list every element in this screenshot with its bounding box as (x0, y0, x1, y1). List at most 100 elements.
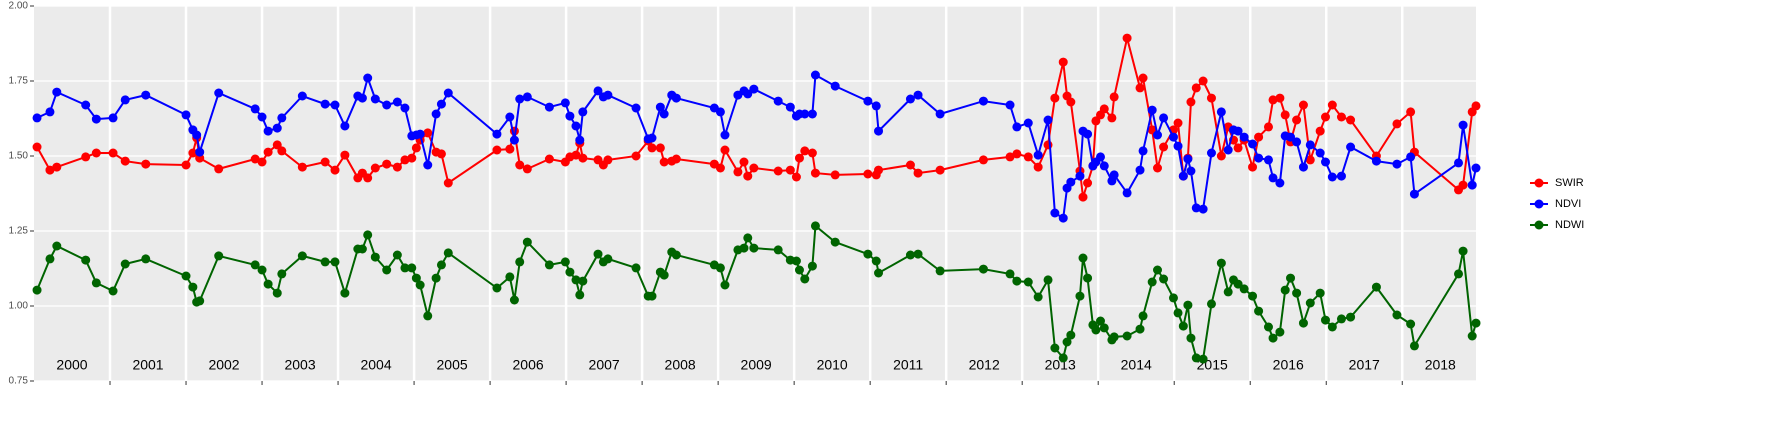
year-label: 2012 (969, 357, 1000, 373)
data-point (297, 251, 307, 261)
data-point (1173, 308, 1183, 318)
data-point (1043, 115, 1053, 125)
data-point (655, 143, 665, 153)
data-point (1327, 172, 1337, 182)
data-point (492, 129, 502, 139)
data-point (1012, 122, 1022, 132)
legend-key (1534, 199, 1544, 209)
data-point (1346, 142, 1356, 152)
data-point (1305, 155, 1315, 165)
data-point (1050, 93, 1060, 103)
data-point (108, 148, 118, 158)
data-point (743, 89, 753, 99)
data-point (593, 86, 603, 96)
year-label: 2010 (817, 357, 848, 373)
data-point (800, 146, 810, 156)
data-point (1198, 204, 1208, 214)
data-point (1099, 161, 1109, 171)
data-point (1122, 33, 1132, 43)
data-point (1043, 140, 1053, 150)
data-point (647, 291, 657, 301)
data-point (108, 286, 118, 296)
data-point (565, 111, 575, 121)
data-point (1147, 105, 1157, 115)
data-point (91, 114, 101, 124)
data-point (1135, 83, 1145, 93)
y-tick-label: 1.50 (9, 151, 29, 162)
data-point (578, 107, 588, 117)
data-point (1012, 149, 1022, 159)
data-point (492, 283, 502, 293)
data-point (1138, 73, 1148, 83)
data-point (1327, 100, 1337, 110)
data-point (603, 254, 613, 264)
data-point (1239, 132, 1249, 142)
year-label: 2000 (56, 357, 87, 373)
data-point (188, 282, 198, 292)
data-point (415, 129, 425, 139)
data-point (720, 145, 730, 155)
data-point (277, 113, 287, 123)
data-point (297, 162, 307, 172)
data-point (1315, 126, 1325, 136)
year-label: 2005 (437, 357, 468, 373)
data-point (1095, 316, 1105, 326)
data-point (871, 256, 881, 266)
data-point (363, 73, 373, 83)
data-point (320, 257, 330, 267)
data-point (1406, 107, 1416, 117)
data-point (1058, 57, 1068, 67)
data-point (370, 163, 380, 173)
data-point (935, 165, 945, 175)
data-point (431, 273, 441, 283)
data-point (1248, 139, 1258, 149)
data-point (1109, 170, 1119, 180)
data-point (52, 241, 62, 251)
data-point (739, 243, 749, 253)
data-point (1178, 171, 1188, 181)
data-point (631, 151, 641, 161)
data-point (32, 285, 42, 295)
data-point (1099, 323, 1109, 333)
data-point (436, 99, 446, 109)
data-point (1099, 104, 1109, 114)
data-point (492, 145, 502, 155)
data-point (571, 150, 581, 160)
data-point (1191, 353, 1201, 363)
data-point (1198, 76, 1208, 86)
data-point (195, 296, 205, 306)
data-point (1280, 110, 1290, 120)
data-point (515, 160, 525, 170)
data-point (1315, 148, 1325, 158)
data-point (522, 92, 532, 102)
data-point (671, 154, 681, 164)
data-point (1078, 192, 1088, 202)
data-point (214, 164, 224, 174)
year-label: 2002 (208, 357, 239, 373)
y-tick-label: 1.25 (9, 226, 29, 237)
data-point (571, 121, 581, 131)
data-point (340, 121, 350, 131)
data-point (400, 155, 410, 165)
data-point (1168, 293, 1178, 303)
data-point (913, 168, 923, 178)
data-point (1286, 273, 1296, 283)
data-point (423, 311, 433, 321)
data-point (1392, 119, 1402, 129)
data-point (715, 263, 725, 273)
data-point (263, 147, 273, 157)
data-point (45, 254, 55, 264)
data-point (905, 250, 915, 260)
year-label: 2017 (1349, 357, 1380, 373)
data-point (1409, 341, 1419, 351)
data-point (188, 148, 198, 158)
plot-background (34, 6, 1476, 381)
data-point (749, 84, 759, 94)
year-label: 2008 (665, 357, 696, 373)
data-point (45, 165, 55, 175)
data-point (647, 133, 657, 143)
data-point (1198, 354, 1208, 364)
year-label: 2014 (1121, 357, 1152, 373)
data-point (330, 100, 340, 110)
data-point (52, 87, 62, 97)
